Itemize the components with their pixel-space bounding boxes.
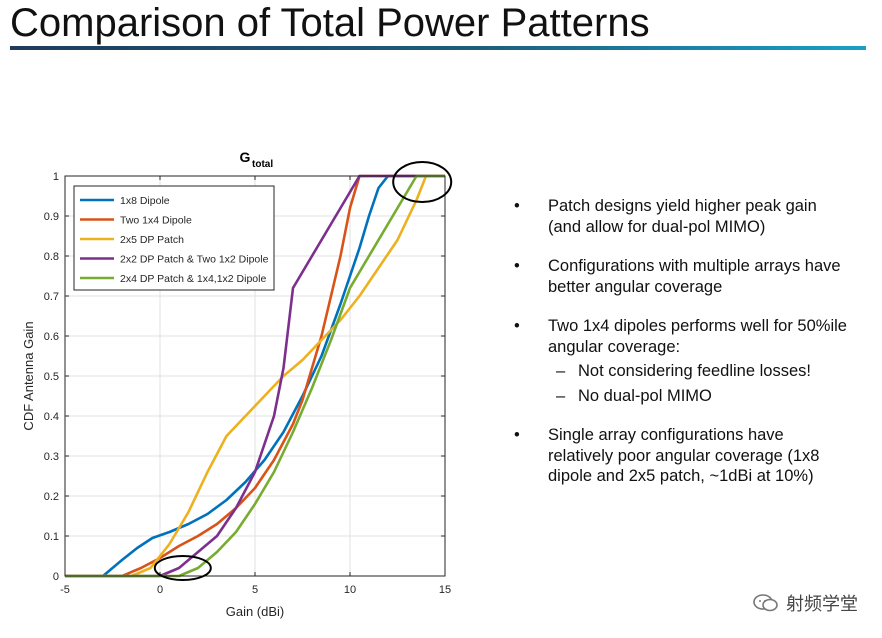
y-tick-label: 1: [53, 171, 59, 183]
y-tick-label: 0.6: [44, 331, 59, 343]
watermark-text: 射频学堂: [786, 594, 858, 615]
sub-bullet-list: – Not considering feedline losses! – No dua…: [548, 361, 850, 406]
x-tick-label: 15: [439, 584, 451, 596]
sub-bullet-item: – Not considering feedline losses!: [548, 361, 850, 382]
annotation-ellipse: [392, 161, 453, 203]
sub-bullet-item: – No dual-pol MIMO: [548, 386, 850, 407]
bullet-marker: •: [514, 317, 520, 335]
legend-label-5: 2x4 DP Patch & 1x4,1x2 Dipole: [120, 273, 266, 285]
bullet-list: • Patch designs yield higher peak gain (a…: [510, 196, 850, 506]
legend-label-3: 2x5 DP Patch: [120, 234, 184, 246]
chart-title: G: [240, 149, 251, 165]
bullet-marker: •: [514, 257, 520, 275]
wechat-icon: [753, 594, 778, 612]
legend-label-1: 1x8 Dipole: [120, 195, 170, 207]
y-tick-label: 0.7: [44, 291, 59, 303]
y-tick-label: 0.3: [44, 451, 59, 463]
x-axis-label: Gain (dBi): [226, 604, 285, 619]
chart-title-subscript: total: [252, 159, 273, 170]
series-line-4: [65, 174, 445, 578]
sub-bullet-marker: –: [556, 386, 566, 405]
y-axis-label: CDF Antenna Gain: [21, 321, 36, 430]
x-tick-label: 10: [344, 584, 356, 596]
y-tick-label: 0.5: [44, 371, 59, 383]
y-tick-label: 0.1: [44, 531, 59, 543]
series-line-2: [65, 174, 445, 578]
sub-bullet-text: Not considering feedline losses!: [578, 362, 811, 380]
bullet-marker: •: [514, 426, 520, 444]
bullet-item: • Configurations with multiple arrays hav…: [510, 256, 850, 297]
x-tick-label: -5: [60, 584, 70, 596]
legend-label-4: 2x2 DP Patch & Two 1x2 Dipole: [120, 254, 269, 266]
sub-bullet-marker: –: [556, 362, 566, 380]
x-tick-label: 0: [157, 584, 163, 596]
bullet-text: Patch designs yield higher peak gain (an…: [548, 197, 817, 236]
bullet-item: • Two 1x4 dipoles performs well for 50%il…: [510, 316, 850, 357]
y-tick-label: 0.4: [44, 411, 59, 423]
bullet-marker: •: [514, 197, 520, 215]
title-underline: [10, 46, 866, 50]
slide-title: Comparison of Total Power Patterns: [10, 1, 650, 45]
series-line-3: [65, 174, 445, 578]
x-tick-label: 5: [252, 584, 258, 596]
legend-label-2: Two 1x4 Dipole: [120, 215, 192, 227]
watermark: 射频学堂: [752, 590, 858, 616]
y-tick-label: 0.9: [44, 211, 59, 223]
bullet-item: • Patch designs yield higher peak gain (a…: [510, 196, 850, 237]
y-tick-label: 0.8: [44, 251, 59, 263]
sub-bullet-text: No dual-pol MIMO: [578, 386, 712, 405]
annotation-ellipse: [153, 555, 212, 581]
y-tick-label: 0.2: [44, 491, 59, 503]
bullet-item: • Single array configurations have relati…: [510, 425, 850, 487]
y-tick-label: 0: [53, 571, 59, 583]
bullet-text: Single array configurations have relativ…: [548, 426, 820, 485]
bullet-text: Configurations with multiple arrays have…: [548, 257, 841, 296]
series-line-5: [65, 174, 445, 578]
bullet-text: Two 1x4 dipoles performs well for 50%ile…: [548, 317, 847, 356]
